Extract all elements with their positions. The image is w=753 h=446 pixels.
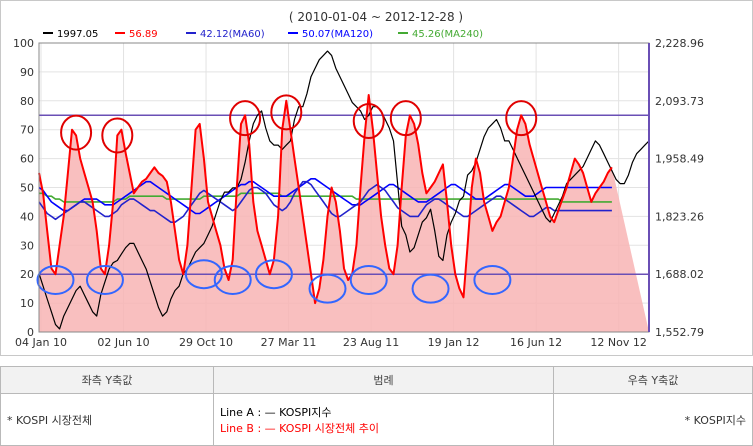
legend-label: 45.26(MA240) xyxy=(412,29,483,40)
legend-label: 50.07(MA120) xyxy=(302,29,373,40)
peak-circle xyxy=(101,117,134,154)
peak-circle xyxy=(389,100,422,137)
y-left-tick-label: 100 xyxy=(13,37,34,50)
series-line-0 xyxy=(38,50,650,330)
x-tick-label: 19 Jan 12 xyxy=(428,336,480,349)
trough-circle xyxy=(184,259,223,290)
line-a-label: Line A : — KOSPI지수 xyxy=(220,405,332,419)
x-tick-label: 12 Nov 12 xyxy=(590,336,646,349)
line-b-label: Line B : — KOSPI 시장전체 추이 xyxy=(220,421,380,435)
y-right-tick-label: 1,688.02 xyxy=(655,268,704,281)
trough-circle xyxy=(349,264,388,295)
peak-circle xyxy=(505,100,538,137)
trough-circle xyxy=(308,273,347,304)
y-left-tick-label: 10 xyxy=(20,297,34,310)
trough-circle xyxy=(254,259,293,290)
trough-circle xyxy=(213,264,252,295)
legend-label: 1997.05 xyxy=(57,29,98,40)
peak-circle xyxy=(60,114,93,151)
x-tick-label: 02 Jun 10 xyxy=(97,336,149,349)
y-left-tick-label: 30 xyxy=(20,239,34,252)
y-left-tick-label: 80 xyxy=(20,95,34,108)
series-line-3 xyxy=(38,178,612,215)
x-tick-label: 16 Jun 12 xyxy=(510,336,562,349)
y-left-tick-label: 50 xyxy=(20,182,34,195)
y-left-tick-label: 90 xyxy=(20,66,34,79)
x-tick-label: 27 Mar 11 xyxy=(261,336,317,349)
x-tick-label: 29 Oct 10 xyxy=(179,336,233,349)
info-table: 좌측 Y축값 범례 우측 Y축값 * KOSPI 시장전체 Line A : —… xyxy=(0,366,753,446)
kospi-chart: 0 10 20 30 40 50 60 70 80 90 100 1,552.79 1,688.02 1,… xyxy=(13,10,704,349)
trough-circle xyxy=(411,273,450,304)
legend-cell: Line A : — KOSPI지수 Line B : — KOSPI 시장전체… xyxy=(213,393,554,446)
y-right-tick-label: 2,093.73 xyxy=(655,95,704,108)
y-left-tick-label: 0 xyxy=(27,326,34,339)
y-left-tick-label: 20 xyxy=(20,268,34,281)
peak-circle xyxy=(352,103,385,140)
trough-circle xyxy=(36,264,75,295)
series-line-2 xyxy=(38,180,612,223)
header-legend: 범례 xyxy=(213,366,554,394)
trough-circle xyxy=(473,264,512,295)
table-header-row: 좌측 Y축값 범례 우측 Y축값 xyxy=(0,366,753,394)
info-table-panel: 좌측 Y축값 범례 우측 Y축값 * KOSPI 시장전체 Line A : —… xyxy=(0,366,753,446)
chart-title: ( 2010-01-04 ~ 2012-12-28 ) xyxy=(289,10,463,24)
x-tick-label: 23 Aug 11 xyxy=(343,336,399,349)
y-right-tick-label: 1,958.49 xyxy=(655,153,704,166)
y-left-tick-label: 40 xyxy=(20,210,34,223)
peak-circle xyxy=(229,100,262,137)
market-area-fill xyxy=(39,95,649,332)
header-left-axis: 좌측 Y축값 xyxy=(0,366,214,394)
y-right-tick-label: 1,823.26 xyxy=(655,210,704,223)
x-tick-label: 04 Jan 10 xyxy=(15,336,67,349)
y-right-tick-label: 2,228.96 xyxy=(655,37,704,50)
right-axis-value: * KOSPI지수 xyxy=(553,393,753,446)
header-right-axis: 우측 Y축값 xyxy=(553,366,753,394)
series-line-4 xyxy=(39,192,612,203)
chart-panel: 0 10 20 30 40 50 60 70 80 90 100 1,552.79 1,688.02 1,… xyxy=(0,0,753,356)
y-left-tick-label: 60 xyxy=(20,153,34,166)
y-right-tick-label: 1,552.79 xyxy=(655,326,704,339)
peak-circle xyxy=(270,94,303,131)
y-left-tick-label: 70 xyxy=(20,124,34,137)
trough-circle xyxy=(85,264,124,295)
legend-label: 42.12(MA60) xyxy=(200,29,265,40)
legend-label: 56.89 xyxy=(129,29,158,40)
left-axis-value: * KOSPI 시장전체 xyxy=(0,393,214,446)
table-row: * KOSPI 시장전체 Line A : — KOSPI지수 Line B :… xyxy=(0,393,753,446)
